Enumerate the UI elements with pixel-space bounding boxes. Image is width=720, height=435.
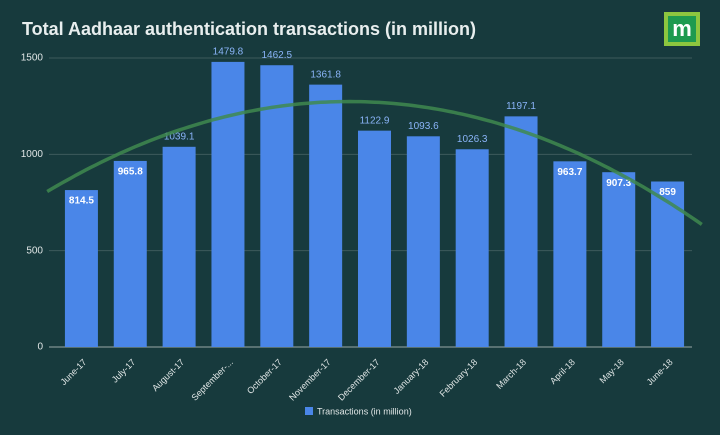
logo-text: m	[672, 16, 692, 41]
bar	[455, 149, 489, 347]
bar	[260, 65, 294, 347]
legend-label: Transactions (in million)	[317, 406, 412, 416]
data-label: 1122.9	[360, 115, 390, 126]
logo	[668, 16, 696, 42]
data-label: 1197.1	[506, 101, 536, 112]
data-label: 1093.6	[408, 121, 439, 132]
data-label: 1039.1	[164, 131, 195, 142]
bar	[162, 146, 196, 347]
data-label: 965.8	[118, 167, 143, 178]
data-label: 963.7	[557, 167, 582, 178]
data-label: 859	[659, 187, 676, 198]
bar	[406, 136, 440, 347]
y-tick-label: 0	[37, 342, 43, 353]
chart-title: Total Aadhaar authentication transaction…	[22, 19, 476, 39]
data-label: 1361.8	[310, 69, 341, 80]
bar	[64, 190, 98, 347]
data-label: 907.3	[606, 178, 631, 189]
data-label: 814.5	[69, 196, 94, 207]
bar	[211, 61, 245, 347]
data-label: 1479.8	[213, 47, 244, 58]
bar	[651, 181, 685, 347]
bar	[358, 130, 391, 347]
y-tick-label: 1000	[21, 149, 44, 160]
trend-line	[46, 99, 703, 226]
bar	[309, 84, 343, 348]
bar	[504, 116, 538, 347]
y-tick-label: 1500	[21, 53, 44, 64]
bar	[553, 161, 587, 347]
bar	[113, 160, 147, 347]
data-label: 1026.3	[457, 134, 488, 145]
bar	[602, 172, 636, 347]
legend-swatch	[305, 407, 313, 415]
data-label: 1462.5	[262, 50, 293, 61]
y-tick-label: 500	[26, 245, 43, 256]
